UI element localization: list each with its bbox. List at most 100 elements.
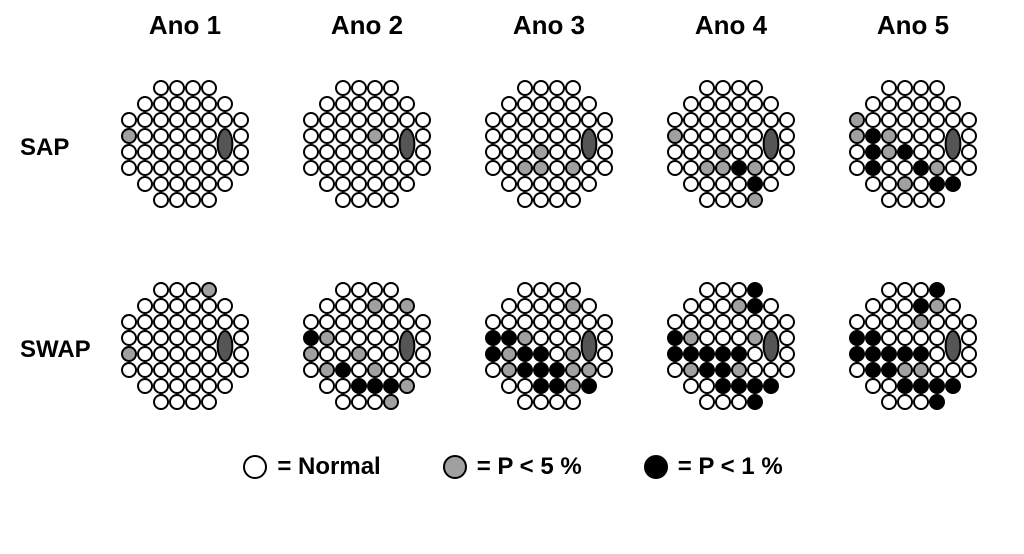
vf-point <box>518 331 532 345</box>
vf-point <box>202 161 216 175</box>
vf-point <box>138 129 152 143</box>
blind-spot-icon <box>764 331 779 361</box>
vf-point <box>732 81 746 95</box>
vf-point <box>882 315 896 329</box>
vf-point <box>946 161 960 175</box>
vf-point <box>700 97 714 111</box>
vf-point <box>352 315 366 329</box>
vf-point <box>400 113 414 127</box>
vf-point <box>518 113 532 127</box>
blind-spot-icon <box>946 129 961 159</box>
vf-point <box>882 363 896 377</box>
vf-point <box>518 161 532 175</box>
vf-point <box>700 113 714 127</box>
vf-point <box>700 177 714 191</box>
vf-point <box>866 113 880 127</box>
vf-point <box>716 97 730 111</box>
vf-point <box>684 299 698 313</box>
legend-label: = Normal <box>277 453 380 481</box>
vf-point <box>138 97 152 111</box>
vf-point <box>352 97 366 111</box>
vf-point <box>882 395 896 409</box>
vf-point <box>336 113 350 127</box>
vf-point <box>716 299 730 313</box>
vf-point <box>550 395 564 409</box>
vf-point <box>914 145 928 159</box>
vf-point <box>732 193 746 207</box>
vf-point <box>518 395 532 409</box>
vf-point <box>716 395 730 409</box>
vf-point <box>202 97 216 111</box>
vf-point <box>850 347 864 361</box>
vf-point <box>384 145 398 159</box>
vf-point <box>930 113 944 127</box>
vf-point <box>518 347 532 361</box>
vf-point <box>866 299 880 313</box>
vf-point <box>502 161 516 175</box>
vf-point <box>186 283 200 297</box>
vf-point <box>898 363 912 377</box>
vf-point <box>748 379 762 393</box>
vf-point <box>850 129 864 143</box>
vf-point <box>138 299 152 313</box>
vf-point <box>914 97 928 111</box>
vf-point <box>186 145 200 159</box>
vf-point <box>368 299 382 313</box>
vf-point <box>882 113 896 127</box>
vf-point <box>582 161 596 175</box>
vf-point <box>154 129 168 143</box>
vf-point <box>598 331 612 345</box>
vf-point <box>384 331 398 345</box>
vf-point <box>748 299 762 313</box>
vf-point <box>898 315 912 329</box>
vf-point <box>914 299 928 313</box>
vf-point <box>582 177 596 191</box>
vf-point <box>234 347 248 361</box>
vf-point <box>780 331 794 345</box>
vf-point <box>550 177 564 191</box>
vf-point <box>700 347 714 361</box>
vf-point <box>138 379 152 393</box>
col-header: Ano 5 <box>828 10 998 41</box>
vf-point <box>684 97 698 111</box>
vf-point <box>914 315 928 329</box>
vf-point <box>202 347 216 361</box>
vf-point <box>930 81 944 95</box>
vf-point <box>534 81 548 95</box>
blind-spot-icon <box>218 129 233 159</box>
vf-point <box>962 347 976 361</box>
vf-point <box>384 97 398 111</box>
vf-point <box>930 145 944 159</box>
row-swap: SWAP <box>20 255 1004 445</box>
vf-point <box>582 113 596 127</box>
vf-point <box>170 299 184 313</box>
vf-point <box>668 145 682 159</box>
vf-point <box>400 363 414 377</box>
vf-point <box>566 379 580 393</box>
vf-point <box>368 129 382 143</box>
col-header: Ano 4 <box>646 10 816 41</box>
vf-point <box>154 315 168 329</box>
vf-point <box>304 363 318 377</box>
vf-point <box>930 193 944 207</box>
vf-point <box>866 331 880 345</box>
vf-point <box>732 395 746 409</box>
vf-point <box>122 363 136 377</box>
vf-point <box>336 161 350 175</box>
vf-point <box>684 347 698 361</box>
vf-point <box>202 193 216 207</box>
vf-point <box>320 299 334 313</box>
vf-point <box>400 161 414 175</box>
vf-point <box>384 315 398 329</box>
vf-point <box>170 347 184 361</box>
vf-point <box>550 81 564 95</box>
vf-point <box>320 363 334 377</box>
blind-spot-icon <box>946 331 961 361</box>
vf-point <box>566 283 580 297</box>
vf-point <box>962 129 976 143</box>
swap-year4 <box>646 255 816 445</box>
vf-point <box>898 395 912 409</box>
vf-point <box>202 379 216 393</box>
vf-point <box>716 379 730 393</box>
vf-point <box>732 363 746 377</box>
